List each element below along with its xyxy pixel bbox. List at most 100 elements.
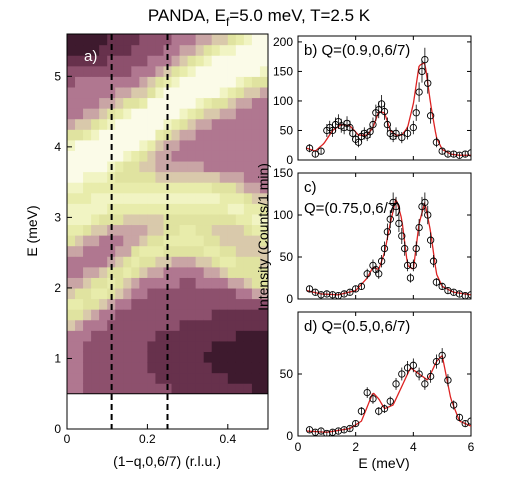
heatmap-cell <box>235 150 245 162</box>
heatmap-cell <box>195 118 205 130</box>
heatmap-cell <box>203 118 213 130</box>
heatmap-cell <box>67 86 76 99</box>
heatmap-cell <box>179 372 189 384</box>
heatmap-cell <box>251 139 261 151</box>
heatmap-cell <box>251 266 261 278</box>
heatmap-cell <box>107 44 116 56</box>
data-point <box>403 129 412 138</box>
heatmap-cell <box>211 383 221 395</box>
heatmap-cell <box>179 224 189 236</box>
heatmap-cell <box>211 65 221 77</box>
heatmap-cell <box>187 213 197 226</box>
panel-a-label: a) <box>84 48 97 65</box>
heatmap-cell <box>251 118 261 130</box>
heatmap-cell <box>259 309 268 321</box>
heatmap-cell <box>171 351 181 363</box>
heatmap-cell <box>211 361 221 374</box>
heatmap-cell <box>251 361 261 374</box>
heatmap-cell <box>227 118 237 130</box>
heatmap-cell <box>203 213 213 226</box>
heatmap-cell <box>211 108 221 120</box>
heatmap-cell <box>227 330 237 342</box>
data-point <box>412 244 420 253</box>
heatmap-cell <box>235 224 245 236</box>
heatmap-cell <box>235 351 245 363</box>
heatmap-cell <box>163 235 173 247</box>
heatmap-cell <box>219 340 229 353</box>
heatmap-cell <box>195 97 205 109</box>
data-point <box>323 290 331 298</box>
heatmap-cell <box>243 171 253 183</box>
heatmap-cell <box>67 245 76 257</box>
heatmap-cell <box>75 192 84 204</box>
heatmap-cell <box>67 224 76 236</box>
heatmap-cell <box>227 44 237 56</box>
heatmap-cell <box>195 55 205 67</box>
data-point <box>444 150 452 158</box>
heatmap-cell <box>123 256 132 268</box>
heatmap-cell <box>171 160 181 173</box>
heatmap-cell <box>219 97 229 109</box>
heatmap-cell <box>243 277 253 289</box>
heatmap-cell <box>211 309 221 321</box>
heatmap-cell <box>67 160 76 173</box>
heatmap-cell <box>91 86 100 99</box>
heatmap-cell <box>131 340 140 353</box>
heatmap-cell <box>163 245 173 257</box>
heatmap-cell <box>243 287 253 300</box>
heatmap-cell <box>227 203 237 215</box>
heatmap-cell <box>179 266 189 278</box>
heatmap-cell <box>243 150 253 162</box>
panel-b-plot <box>305 47 471 159</box>
heatmap-cell <box>155 330 165 342</box>
heatmap-cell <box>219 34 229 46</box>
heatmap-cell <box>171 34 181 46</box>
heatmap-cell <box>187 361 197 374</box>
heatmap-cell <box>211 298 221 310</box>
heatmap-cell <box>155 76 165 88</box>
heatmap-cell <box>171 97 181 109</box>
heatmap-cell <box>147 213 157 226</box>
heatmap-cell <box>123 277 132 289</box>
heatmap-cell <box>107 287 116 300</box>
heatmap-cell <box>195 330 205 342</box>
heatmap-cell <box>227 298 237 310</box>
heatmap-cell <box>99 86 108 99</box>
heatmap-cell <box>179 55 189 67</box>
y-tick-label: 150 <box>273 64 293 78</box>
heatmap-cell <box>147 361 157 374</box>
heatmap-cell <box>115 235 124 247</box>
heatmap-cell <box>171 383 181 395</box>
heatmap-cell <box>179 351 189 363</box>
heatmap-cell <box>99 139 108 151</box>
heatmap-cell <box>139 287 148 300</box>
heatmap-cell <box>83 160 92 173</box>
heatmap-cell <box>187 277 197 289</box>
heatmap-cell <box>195 224 205 236</box>
heatmap-cell <box>259 266 268 278</box>
heatmap-cell <box>107 86 116 99</box>
heatmap-cell <box>235 256 245 268</box>
heatmap-cell <box>75 55 84 67</box>
heatmap-cell <box>147 383 157 395</box>
heatmap-cell <box>147 245 157 257</box>
heatmap-cell <box>219 182 229 194</box>
heatmap-cell <box>99 361 108 374</box>
heatmap-cell <box>187 319 197 331</box>
heatmap-cell <box>155 203 165 215</box>
heatmap-cell <box>107 97 116 109</box>
heatmap-cell <box>75 76 84 88</box>
heatmap-cell <box>171 44 181 56</box>
heatmap-cell <box>139 361 148 374</box>
heatmap-cell <box>179 44 189 56</box>
heatmap-cell <box>195 213 205 226</box>
heatmap-cell <box>235 55 245 67</box>
heatmap-cell <box>211 287 221 300</box>
heatmap-cell <box>67 330 76 342</box>
heatmap-cell <box>91 287 100 300</box>
heatmap-cell <box>243 330 253 342</box>
heatmap-cell <box>99 224 108 236</box>
heatmap-cell <box>195 256 205 268</box>
heatmap-cell <box>211 224 221 236</box>
heatmap-cell <box>99 76 108 88</box>
